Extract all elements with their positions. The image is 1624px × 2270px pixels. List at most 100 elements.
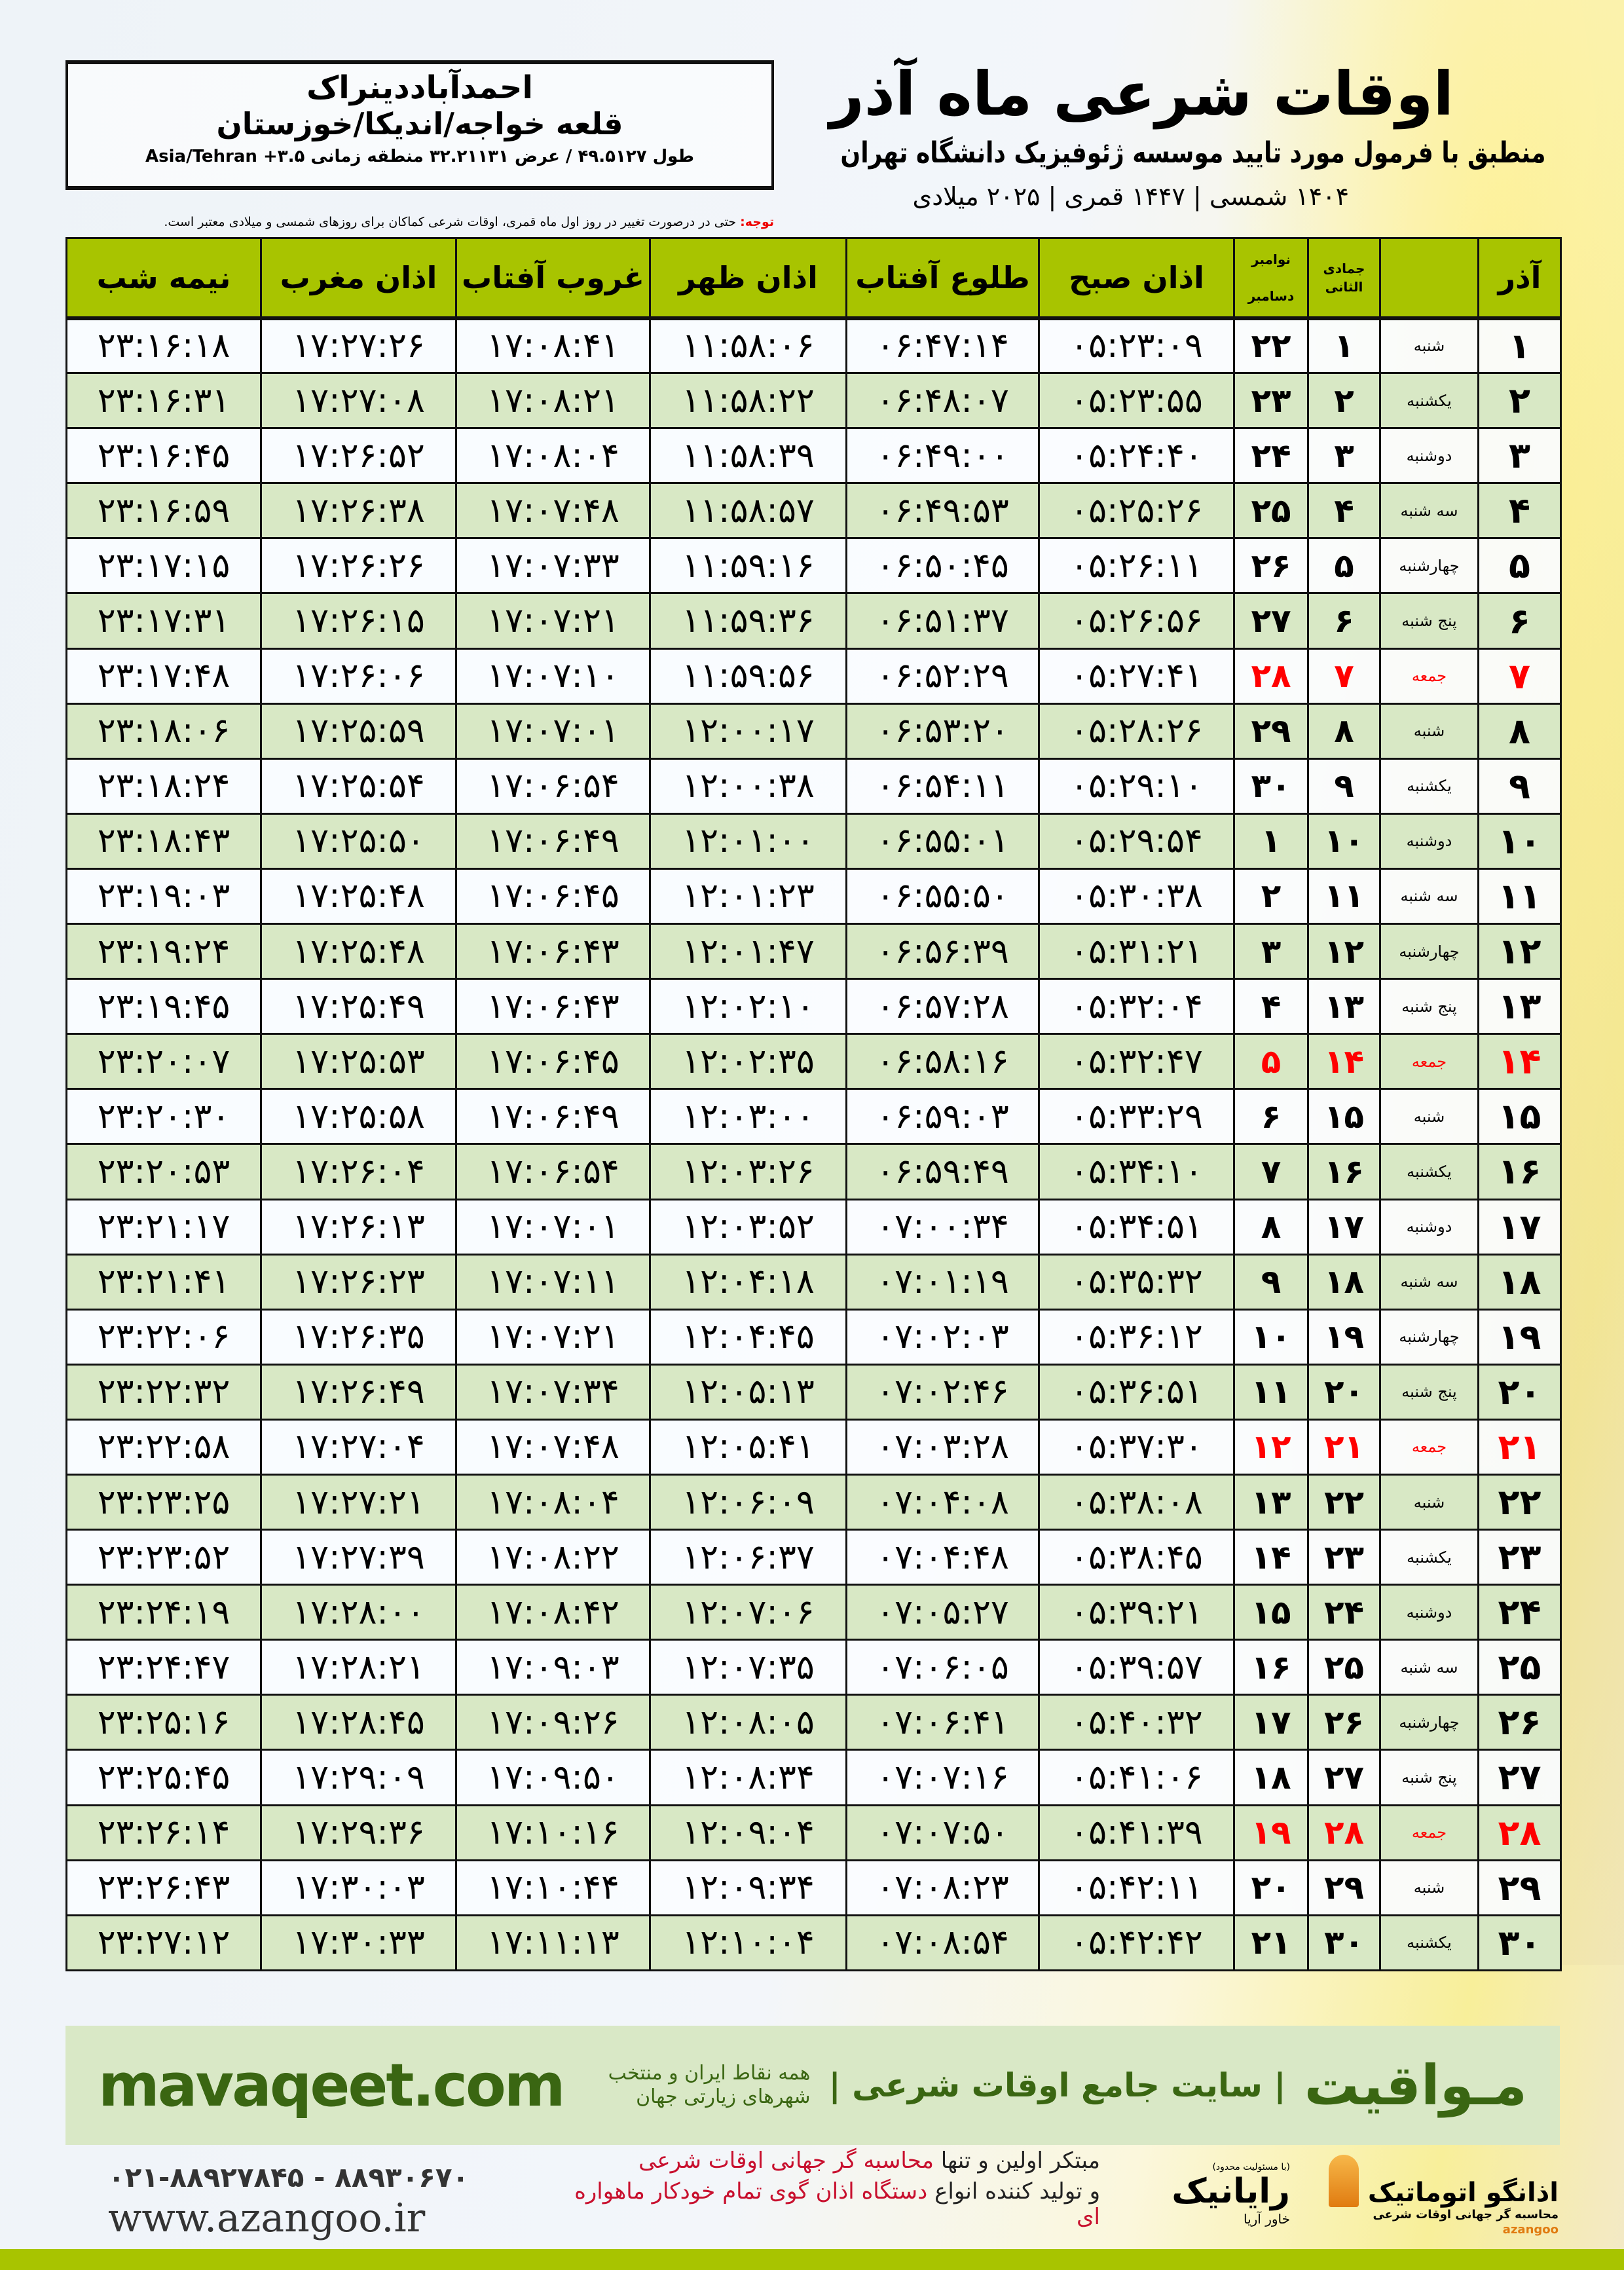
cell-sunset: ۱۷:۰۸:۲۲ <box>455 1529 651 1586</box>
table-row: ۲۴ دوشنبه ۲۴ ۱۵ ۰۵:۳۹:۲۱ ۰۷:۰۵:۲۷ ۱۲:۰۷:۰۶ ۱۷:۰… <box>65 1584 1562 1641</box>
cell-sunset: ۱۷:۰۷:۰۱ <box>455 1198 651 1256</box>
cell-dhuhr: ۱۲:۰۱:۲۳ <box>649 867 847 925</box>
cell-maghrib: ۱۷:۲۷:۲۱ <box>260 1473 457 1531</box>
cell-weekday: دوشنبه <box>1379 1198 1479 1256</box>
cell-sunset: ۱۷:۰۷:۰۱ <box>455 702 651 760</box>
cell-midnight: ۲۳:۱۶:۱۸ <box>65 316 262 375</box>
cell-maghrib: ۱۷:۲۶:۵۲ <box>260 427 457 485</box>
table-row: ۳ دوشنبه ۳ ۲۴ ۰۵:۲۴:۴۰ ۰۶:۴۹:۰۰ ۱۱:۵۸:۳۹ ۱۷:۰۸:… <box>65 427 1562 485</box>
cell-gregorian: ۲۸ <box>1233 647 1309 705</box>
table-row: ۱ شنبه ۱ ۲۲ ۰۵:۲۳:۰۹ ۰۶:۴۷:۱۴ ۱۱:۵۸:۰۶ ۱۷:۰۸:۴۱… <box>65 316 1562 375</box>
cell-weekday: پنج شنبه <box>1379 592 1479 650</box>
cell-sunrise: ۰۷:۰۷:۱۶ <box>845 1749 1040 1806</box>
mavaqeet-banner: مـواقیت | سایت جامع اوقات شرعی | همه نقا… <box>65 2026 1560 2145</box>
cell-weekday: جمعه <box>1379 647 1479 705</box>
cell-gregorian: ۱۶ <box>1233 1639 1309 1696</box>
cell-fajr: ۰۵:۲۳:۰۹ <box>1038 316 1235 375</box>
cell-midnight: ۲۳:۲۱:۱۷ <box>65 1198 262 1256</box>
cell-sunrise: ۰۷:۰۶:۰۵ <box>845 1639 1040 1696</box>
cell-weekday: یکشنبه <box>1379 1143 1479 1200</box>
cell-sunrise: ۰۷:۰۶:۴۱ <box>845 1694 1040 1751</box>
cell-gregorian: ۱۱ <box>1233 1363 1309 1421</box>
cell-sunset: ۱۷:۰۷:۲۱ <box>455 1308 651 1366</box>
cell-gregorian: ۲۴ <box>1233 427 1309 485</box>
cell-dhuhr: ۱۲:۰۳:۰۰ <box>649 1088 847 1145</box>
footer-line-1b: محاسبه گر جهانی اوقات شرعی <box>638 2148 934 2174</box>
cell-weekday: پنج شنبه <box>1379 1749 1479 1806</box>
cell-sunset: ۱۷:۱۰:۴۴ <box>455 1859 651 1916</box>
rayanik-logo: (با مسئولیت محدود) رایانیک خاور آریا <box>1113 2161 1290 2227</box>
cell-weekday: پنج شنبه <box>1379 1363 1479 1421</box>
cell-gregorian: ۱۷ <box>1233 1694 1309 1751</box>
cell-gregorian: ۲۷ <box>1233 592 1309 650</box>
cell-dhuhr: ۱۲:۰۱:۰۰ <box>649 812 847 870</box>
cell-sunrise: ۰۷:۰۴:۴۸ <box>845 1529 1040 1586</box>
cell-day: ۱۱ <box>1477 867 1562 925</box>
cell-midnight: ۲۳:۲۳:۵۲ <box>65 1529 262 1586</box>
page-title: اوقات شرعی ماه آذر <box>829 59 1454 129</box>
cell-fajr: ۰۵:۳۷:۳۰ <box>1038 1418 1235 1476</box>
cell-dhuhr: ۱۱:۵۸:۵۷ <box>649 482 847 540</box>
cell-sunset: ۱۷:۰۷:۴۸ <box>455 482 651 540</box>
cell-weekday: سه شنبه <box>1379 1639 1479 1696</box>
cell-maghrib: ۱۷:۲۶:۳۵ <box>260 1308 457 1366</box>
cell-dhuhr: ۱۲:۰۳:۲۶ <box>649 1143 847 1200</box>
cell-maghrib: ۱۷:۲۶:۳۸ <box>260 482 457 540</box>
col-gregorian: نوامبر دسامبر <box>1233 237 1309 320</box>
cell-dhuhr: ۱۲:۰۱:۴۷ <box>649 923 847 980</box>
cell-gregorian: ۹ <box>1233 1253 1309 1311</box>
table-row: ۱۴ جمعه ۱۴ ۵ ۰۵:۳۲:۴۷ ۰۶:۵۸:۱۶ ۱۲:۰۲:۳۵ ۱۷:۰۶:۴… <box>65 1033 1562 1090</box>
cell-fajr: ۰۵:۳۴:۱۰ <box>1038 1143 1235 1200</box>
cell-sunrise: ۰۷:۰۲:۰۳ <box>845 1308 1040 1366</box>
col-gregorian-top: نوامبر <box>1251 251 1291 267</box>
year-line: ۱۴۰۴ شمسی | ۱۴۴۷ قمری | ۲۰۲۵ میلادی <box>912 182 1349 211</box>
table-body: ۱ شنبه ۱ ۲۲ ۰۵:۲۳:۰۹ ۰۶:۴۷:۱۴ ۱۱:۵۸:۰۶ ۱۷:۰۸:۴۱… <box>65 316 1562 1971</box>
cell-jumada: ۲۶ <box>1307 1694 1381 1751</box>
cell-weekday: دوشنبه <box>1379 1584 1479 1641</box>
cell-midnight: ۲۳:۲۰:۵۳ <box>65 1143 262 1200</box>
cell-day: ۱۷ <box>1477 1198 1562 1256</box>
note-text: حتی در درصورت تغییر در روز اول ماه قمری،… <box>164 215 741 229</box>
cell-fajr: ۰۵:۳۲:۴۷ <box>1038 1033 1235 1090</box>
cell-midnight: ۲۳:۱۸:۰۶ <box>65 702 262 760</box>
cell-midnight: ۲۳:۲۲:۳۲ <box>65 1363 262 1421</box>
cell-sunset: ۱۷:۱۰:۱۶ <box>455 1804 651 1861</box>
cell-jumada: ۱۲ <box>1307 923 1381 980</box>
cell-maghrib: ۱۷:۲۷:۰۴ <box>260 1418 457 1476</box>
cell-sunrise: ۰۶:۴۸:۰۷ <box>845 372 1040 430</box>
table-row: ۲۹ شنبه ۲۹ ۲۰ ۰۵:۴۲:۱۱ ۰۷:۰۸:۲۳ ۱۲:۰۹:۳۴ ۱۷:۱۰:… <box>65 1859 1562 1916</box>
azangoo-logo-sub: محاسبه گر جهانی اوقات شرعی <box>1373 2208 1559 2222</box>
cell-midnight: ۲۳:۱۶:۳۱ <box>65 372 262 430</box>
cell-sunrise: ۰۷:۰۸:۵۴ <box>845 1914 1040 1971</box>
cell-gregorian: ۲۳ <box>1233 372 1309 430</box>
cell-midnight: ۲۳:۱۶:۵۹ <box>65 482 262 540</box>
cell-day: ۲ <box>1477 372 1562 430</box>
cell-fajr: ۰۵:۴۱:۰۶ <box>1038 1749 1235 1806</box>
cell-midnight: ۲۳:۲۵:۴۵ <box>65 1749 262 1806</box>
footer-website-link[interactable]: www.azangoo.ir <box>108 2195 426 2241</box>
cell-maghrib: ۱۷:۲۸:۴۵ <box>260 1694 457 1751</box>
banner-site-link[interactable]: mavaqeet.com <box>98 2051 566 2120</box>
col-midnight: نیمه شب <box>65 237 262 320</box>
cell-sunrise: ۰۶:۵۹:۴۹ <box>845 1143 1040 1200</box>
cell-maghrib: ۱۷:۲۵:۵۸ <box>260 1088 457 1145</box>
cell-day: ۷ <box>1477 647 1562 705</box>
cell-dhuhr: ۱۱:۵۸:۳۹ <box>649 427 847 485</box>
cell-day: ۱۶ <box>1477 1143 1562 1200</box>
cell-sunrise: ۰۶:۵۰:۴۵ <box>845 537 1040 595</box>
cell-fajr: ۰۵:۲۶:۱۱ <box>1038 537 1235 595</box>
cell-maghrib: ۱۷:۲۷:۳۹ <box>260 1529 457 1586</box>
table-row: ۱۶ یکشنبه ۱۶ ۷ ۰۵:۳۴:۱۰ ۰۶:۵۹:۴۹ ۱۲:۰۳:۲۶ ۱۷:۰۶… <box>65 1143 1562 1200</box>
cell-jumada: ۳۰ <box>1307 1914 1381 1971</box>
table-row: ۱۹ چهارشنبه ۱۹ ۱۰ ۰۵:۳۶:۱۲ ۰۷:۰۲:۰۳ ۱۲:۰۴:۴۵ ۱۷… <box>65 1308 1562 1366</box>
cell-weekday: یکشنبه <box>1379 1914 1479 1971</box>
cell-dhuhr: ۱۱:۵۹:۵۶ <box>649 647 847 705</box>
cell-sunset: ۱۷:۰۷:۳۴ <box>455 1363 651 1421</box>
cell-sunset: ۱۷:۰۶:۴۵ <box>455 867 651 925</box>
cell-sunrise: ۰۶:۵۲:۲۹ <box>845 647 1040 705</box>
location-box: احمدآباددینراک قلعه خواجه/اندیکا/خوزستان… <box>65 60 774 190</box>
cell-jumada: ۲ <box>1307 372 1381 430</box>
cell-maghrib: ۱۷:۲۹:۳۶ <box>260 1804 457 1861</box>
cell-midnight: ۲۳:۱۷:۱۵ <box>65 537 262 595</box>
cell-dhuhr: ۱۱:۵۸:۲۲ <box>649 372 847 430</box>
